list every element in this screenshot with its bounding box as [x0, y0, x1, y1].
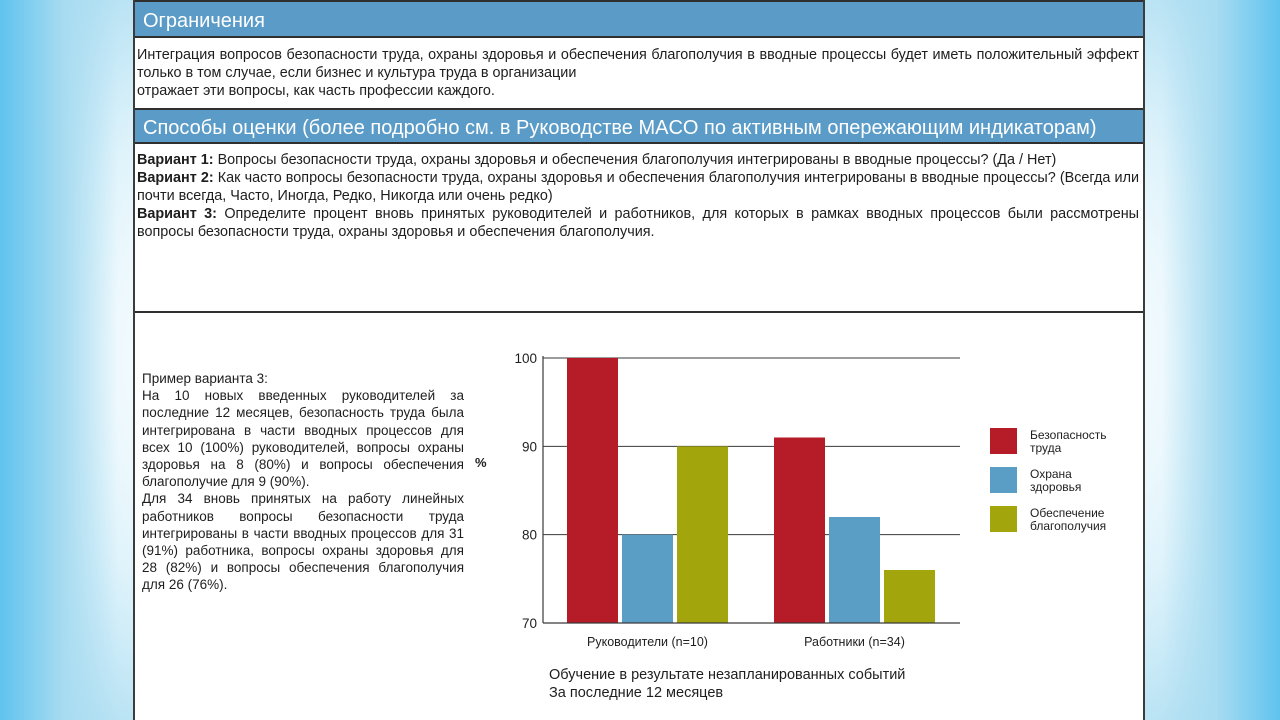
chart-axes: 70 80 90 100% Руководители (n=10) Работники (… [475, 351, 960, 649]
y-tick-label: 90 [522, 439, 537, 454]
example-heading: Пример варианта 3: [142, 371, 268, 386]
chart-bars [567, 358, 935, 623]
chart-caption: Обучение в результате незапланированных … [549, 666, 905, 702]
example-paragraph-1: На 10 новых введенных руководителей за п… [142, 388, 464, 490]
methods-header: Способы оценки (более подробно см. в Рук… [135, 108, 1143, 144]
limits-text-line2: отражает эти вопросы, как часть професси… [137, 83, 495, 99]
legend-label: благополучия [1030, 519, 1106, 533]
right-decorative-edge [1162, 0, 1280, 720]
variant-1-text: Вопросы безопасности труда, охраны здоро… [213, 152, 1057, 168]
y-axis-label: % [475, 455, 487, 470]
section-divider [135, 311, 1143, 313]
variant-1-label: Вариант 1: [137, 152, 214, 168]
variant-3: Вариант 3: Определите процент вновь прин… [137, 205, 1139, 241]
bar [829, 517, 880, 623]
legend-label: Безопасность [1030, 428, 1107, 442]
slide-panel: Ограничения Интеграция вопросов безопасн… [133, 0, 1145, 720]
bar [677, 446, 728, 623]
legend-swatch [990, 467, 1017, 493]
methods-text: Вариант 1: Вопросы безопасности труда, о… [137, 151, 1139, 241]
limits-header: Ограничения [135, 0, 1143, 38]
y-tick-label: 70 [522, 616, 537, 631]
chart-caption-line2: За последние 12 месяцев [549, 685, 724, 701]
variant-1: Вариант 1: Вопросы безопасности труда, о… [137, 151, 1139, 169]
legend-label: Обеспечение [1030, 506, 1105, 520]
bar [774, 437, 825, 623]
limits-text: Интеграция вопросов безопасности труда, … [137, 46, 1139, 100]
y-tick-label: 100 [514, 351, 537, 366]
limits-text-line1: Интеграция вопросов безопасности труда, … [137, 47, 1139, 81]
legend-label: Охрана [1030, 467, 1072, 481]
bar [884, 570, 935, 623]
left-decorative-edge [0, 0, 118, 720]
variant-2: Вариант 2: Как часто вопросы безопасност… [137, 169, 1139, 205]
legend-swatch [990, 506, 1017, 532]
bar [567, 358, 618, 623]
x-category-label: Работники (n=34) [804, 635, 905, 649]
y-tick-label: 80 [522, 528, 537, 543]
variant-3-label: Вариант 3: [137, 206, 217, 222]
legend-label: труда [1030, 441, 1062, 455]
example-text: Пример варианта 3: На 10 новых введенных… [142, 370, 464, 594]
bar-chart: 70 80 90 100% Руководители (n=10) Работники (… [475, 351, 1107, 649]
bar [622, 534, 673, 623]
variant-2-label: Вариант 2: [137, 170, 214, 186]
variant-3-text: Определите процент вновь принятых руково… [137, 206, 1139, 240]
example-paragraph-2: Для 34 вновь принятых на работу линейных… [142, 491, 464, 593]
variant-2-text: Как часто вопросы безопасности труда, ох… [137, 170, 1140, 204]
x-category-label: Руководители (n=10) [587, 635, 708, 649]
legend-label: здоровья [1030, 480, 1081, 494]
legend-swatch [990, 428, 1017, 454]
chart-caption-line1: Обучение в результате незапланированных … [549, 667, 906, 683]
